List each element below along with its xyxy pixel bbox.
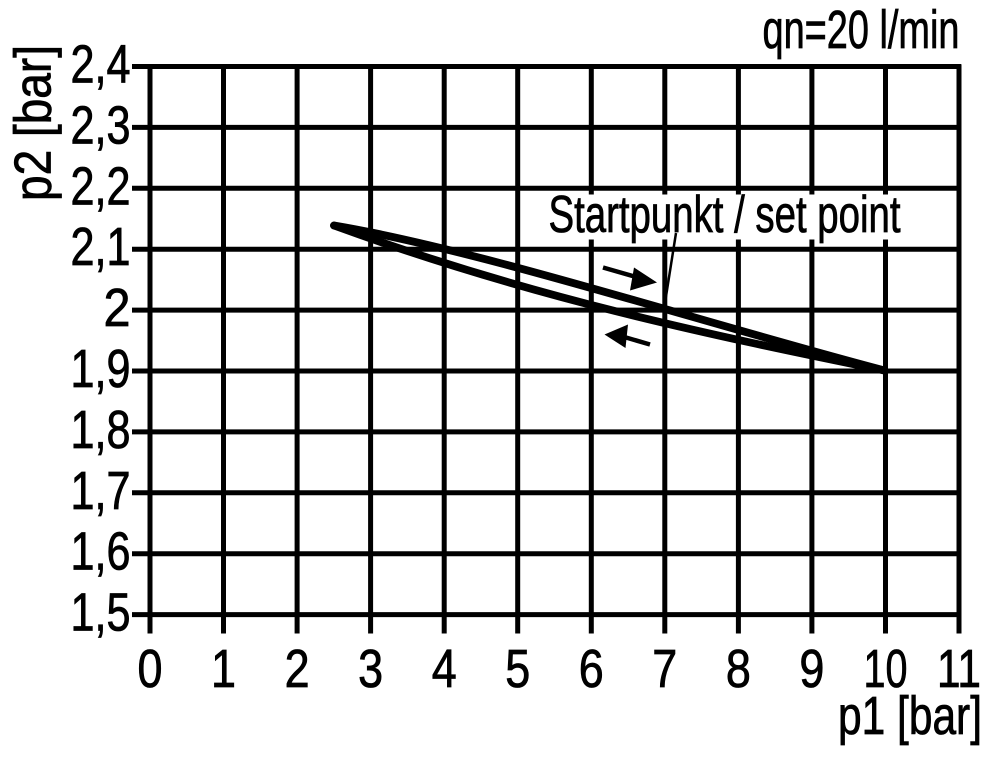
svg-text:1,6: 1,6 bbox=[71, 522, 131, 582]
svg-text:11: 11 bbox=[937, 639, 981, 699]
svg-text:7: 7 bbox=[652, 639, 677, 699]
svg-text:10: 10 bbox=[864, 639, 908, 699]
svg-text:2,4: 2,4 bbox=[71, 35, 131, 95]
svg-text:2,1: 2,1 bbox=[71, 217, 131, 277]
svg-text:2: 2 bbox=[104, 278, 131, 338]
svg-text:p2 [bar]: p2 [bar] bbox=[5, 45, 63, 201]
svg-text:2: 2 bbox=[285, 639, 310, 699]
svg-text:1,7: 1,7 bbox=[71, 461, 131, 521]
svg-text:1: 1 bbox=[211, 639, 236, 699]
svg-text:1,5: 1,5 bbox=[71, 583, 131, 643]
svg-text:2,3: 2,3 bbox=[71, 95, 131, 155]
svg-text:0: 0 bbox=[138, 639, 163, 699]
svg-text:8: 8 bbox=[726, 639, 751, 699]
svg-text:6: 6 bbox=[579, 639, 604, 699]
svg-text:qn=20 l/min: qn=20 l/min bbox=[763, 0, 960, 60]
svg-text:p1 [bar]: p1 [bar] bbox=[838, 686, 982, 746]
svg-text:Startpunkt / set point: Startpunkt / set point bbox=[549, 186, 901, 244]
svg-text:1,8: 1,8 bbox=[71, 400, 131, 460]
svg-text:3: 3 bbox=[358, 639, 383, 699]
svg-text:1,9: 1,9 bbox=[71, 339, 131, 399]
svg-text:2,2: 2,2 bbox=[71, 156, 131, 216]
svg-text:9: 9 bbox=[799, 639, 824, 699]
svg-text:4: 4 bbox=[432, 639, 457, 699]
svg-text:5: 5 bbox=[505, 639, 530, 699]
